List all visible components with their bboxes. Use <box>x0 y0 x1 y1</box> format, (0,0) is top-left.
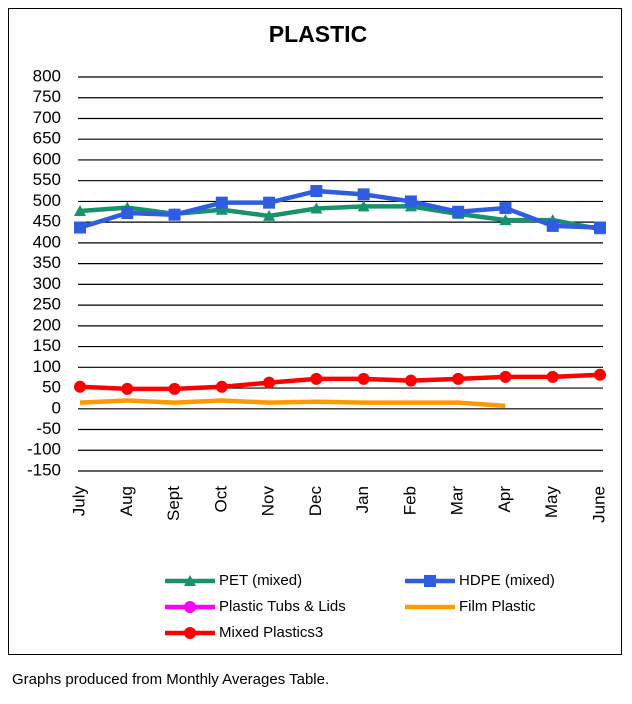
x-tick-label: Oct <box>211 486 230 513</box>
marker <box>310 372 323 385</box>
marker <box>215 196 228 209</box>
y-tick-label: 50 <box>42 378 61 397</box>
y-tick-label: 750 <box>33 87 61 106</box>
marker <box>263 376 276 389</box>
series-line <box>79 398 506 409</box>
chart-title: PLASTIC <box>269 21 367 47</box>
marker <box>424 575 436 587</box>
y-tick-label: 0 <box>52 398 61 417</box>
marker <box>121 382 134 395</box>
y-tick-label: 700 <box>33 108 61 127</box>
legend-label: Plastic Tubs & Lids <box>219 598 346 615</box>
y-tick-label: 100 <box>33 357 61 376</box>
marker <box>546 370 559 383</box>
marker <box>357 188 370 201</box>
x-tick-label: Apr <box>495 486 514 513</box>
y-tick-label: 450 <box>33 212 61 231</box>
legend-label: Film Plastic <box>459 598 536 615</box>
marker <box>74 380 86 393</box>
y-tick-label: 650 <box>33 129 61 148</box>
y-tick-label: 600 <box>33 149 61 168</box>
y-tick-label: 150 <box>33 336 61 355</box>
legend-item: Film Plastic <box>405 598 536 615</box>
y-tick-label: 300 <box>33 274 61 293</box>
y-tick-label: 500 <box>33 191 61 210</box>
legend-item: HDPE (mixed) <box>405 572 555 589</box>
legend-item: Mixed Plastics3 <box>165 624 323 641</box>
y-tick-label: 550 <box>33 170 61 189</box>
marker <box>168 208 181 221</box>
marker <box>263 209 276 221</box>
marker <box>594 221 606 234</box>
x-tick-label: Jan <box>353 486 372 513</box>
x-tick-label: May <box>542 486 561 519</box>
marker <box>215 380 228 393</box>
marker <box>168 382 181 395</box>
marker <box>215 203 228 215</box>
y-tick-label: 250 <box>33 295 61 314</box>
marker <box>499 214 512 226</box>
x-tick-label: Nov <box>259 486 278 517</box>
marker <box>404 195 417 208</box>
marker <box>594 368 606 381</box>
x-tick-label: Feb <box>400 486 419 515</box>
y-tick-label: -100 <box>27 440 61 459</box>
series-line <box>79 372 601 392</box>
x-tick-label: Sept <box>164 486 183 521</box>
marker <box>263 196 276 209</box>
x-tick-label: July <box>69 486 88 517</box>
legend-label: Mixed Plastics3 <box>219 624 323 641</box>
marker <box>121 207 134 220</box>
y-tick-label: -50 <box>36 419 61 438</box>
x-tick-label: Mar <box>448 486 467 516</box>
x-tick-label: June <box>589 486 608 523</box>
legend-label: HDPE (mixed) <box>459 572 555 589</box>
marker <box>404 374 417 387</box>
y-tick-label: 350 <box>33 253 61 272</box>
marker <box>452 205 465 218</box>
legend-item: Plastic Tubs & Lids <box>165 598 346 615</box>
marker <box>452 372 465 385</box>
marker <box>184 627 196 639</box>
marker <box>184 601 196 613</box>
marker <box>74 204 86 216</box>
footnote: Graphs produced from Monthly Averages Ta… <box>12 671 329 688</box>
marker <box>499 370 512 383</box>
marker <box>184 575 196 586</box>
y-tick-label: 200 <box>33 315 61 334</box>
series-line <box>79 188 601 230</box>
marker <box>310 202 323 214</box>
marker <box>499 202 512 215</box>
x-tick-label: Aug <box>117 486 136 516</box>
marker <box>357 372 370 385</box>
marker <box>546 219 559 232</box>
marker <box>74 221 86 234</box>
x-tick-label: Dec <box>306 486 325 517</box>
y-tick-label: 400 <box>33 232 61 251</box>
legend-item: PET (mixed) <box>165 572 302 589</box>
legend-label: PET (mixed) <box>219 572 302 589</box>
marker <box>357 200 370 212</box>
marker <box>310 185 323 198</box>
chart-border <box>8 8 622 655</box>
y-tick-label: 800 <box>33 66 61 85</box>
y-tick-label: -150 <box>27 460 61 479</box>
